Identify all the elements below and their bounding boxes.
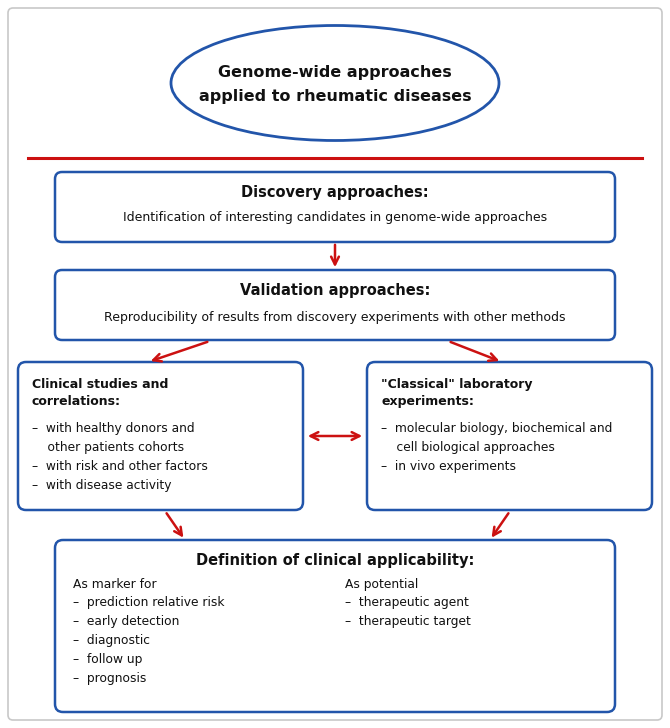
- FancyBboxPatch shape: [55, 270, 615, 340]
- FancyBboxPatch shape: [367, 362, 652, 510]
- FancyBboxPatch shape: [18, 362, 303, 510]
- Text: Identification of interesting candidates in genome-wide approaches: Identification of interesting candidates…: [123, 212, 547, 224]
- Text: –  therapeutic agent
–  therapeutic target: – therapeutic agent – therapeutic target: [345, 596, 471, 628]
- Text: As potential: As potential: [345, 578, 418, 591]
- Text: As marker for: As marker for: [73, 578, 157, 591]
- Text: –  prediction relative risk
–  early detection
–  diagnostic
–  follow up
–  pro: – prediction relative risk – early detec…: [73, 596, 224, 685]
- Text: applied to rheumatic diseases: applied to rheumatic diseases: [199, 90, 471, 105]
- FancyBboxPatch shape: [55, 540, 615, 712]
- Text: Definition of clinical applicability:: Definition of clinical applicability:: [196, 553, 474, 568]
- Text: Reproducibility of results from discovery experiments with other methods: Reproducibility of results from discover…: [105, 312, 565, 325]
- Text: "Classical" laboratory
experiments:: "Classical" laboratory experiments:: [381, 378, 533, 408]
- Text: Validation approaches:: Validation approaches:: [240, 282, 430, 298]
- Text: Clinical studies and
correlations:: Clinical studies and correlations:: [32, 378, 168, 408]
- Text: Genome-wide approaches: Genome-wide approaches: [218, 66, 452, 81]
- Text: –  with healthy donors and
    other patients cohorts
–  with risk and other fac: – with healthy donors and other patients…: [32, 422, 208, 492]
- FancyBboxPatch shape: [55, 172, 615, 242]
- FancyBboxPatch shape: [8, 8, 662, 720]
- Text: Discovery approaches:: Discovery approaches:: [241, 184, 429, 199]
- Ellipse shape: [171, 25, 499, 141]
- Text: –  molecular biology, biochemical and
    cell biological approaches
–  in vivo : – molecular biology, biochemical and cel…: [381, 422, 612, 473]
